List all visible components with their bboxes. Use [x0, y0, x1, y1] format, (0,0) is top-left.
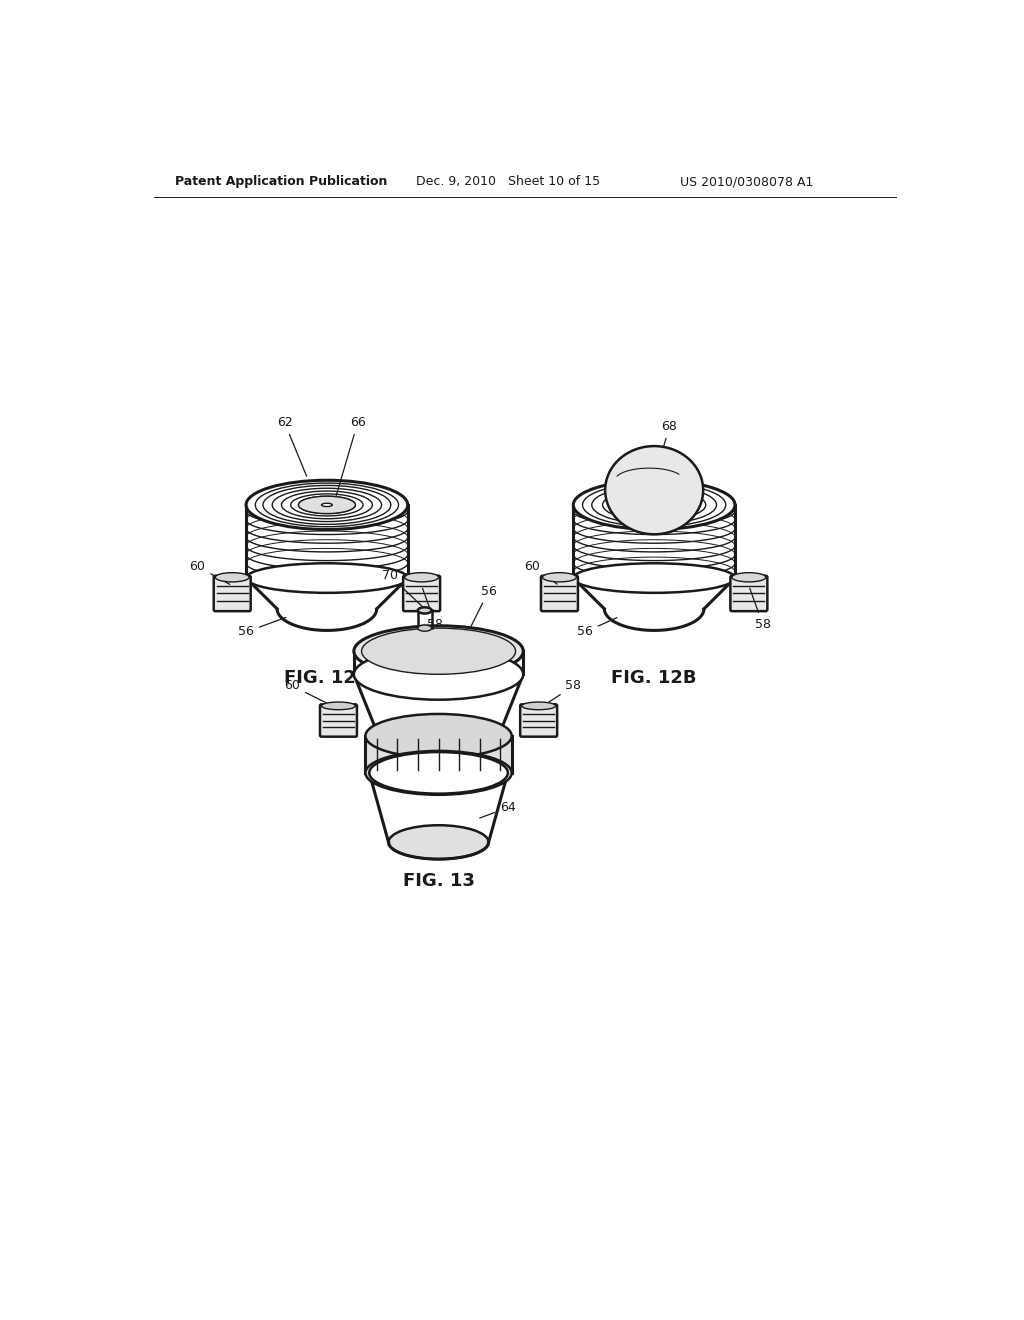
Text: 56: 56 [577, 618, 617, 639]
Ellipse shape [379, 718, 499, 754]
Text: 58: 58 [423, 589, 443, 631]
Ellipse shape [322, 503, 333, 507]
FancyBboxPatch shape [541, 576, 578, 611]
Ellipse shape [388, 825, 488, 859]
Text: 60: 60 [524, 560, 557, 585]
Text: 56: 56 [471, 585, 497, 627]
Ellipse shape [404, 573, 438, 582]
Text: FIG. 12A: FIG. 12A [284, 669, 370, 688]
Text: 58: 58 [541, 680, 582, 708]
Ellipse shape [366, 714, 512, 758]
Ellipse shape [322, 702, 355, 710]
Ellipse shape [418, 607, 432, 614]
Ellipse shape [573, 480, 735, 529]
Ellipse shape [732, 573, 766, 582]
FancyBboxPatch shape [520, 705, 557, 737]
Ellipse shape [246, 564, 408, 593]
FancyBboxPatch shape [214, 576, 251, 611]
Ellipse shape [543, 573, 577, 582]
Ellipse shape [354, 626, 523, 677]
Text: 60: 60 [285, 680, 336, 708]
Text: FIG. 12B: FIG. 12B [611, 669, 697, 688]
Ellipse shape [418, 624, 432, 631]
Text: US 2010/0308078 A1: US 2010/0308078 A1 [680, 176, 813, 187]
Text: 58: 58 [750, 589, 771, 631]
Ellipse shape [573, 564, 735, 593]
Text: 60: 60 [189, 560, 229, 585]
Ellipse shape [246, 480, 408, 529]
Ellipse shape [370, 752, 508, 793]
FancyBboxPatch shape [403, 576, 440, 611]
Text: Patent Application Publication: Patent Application Publication [174, 176, 387, 187]
Text: 70: 70 [382, 569, 423, 607]
Text: 62: 62 [276, 416, 306, 477]
Ellipse shape [354, 649, 523, 700]
Text: 64: 64 [479, 801, 516, 818]
Text: Dec. 9, 2010   Sheet 10 of 15: Dec. 9, 2010 Sheet 10 of 15 [416, 176, 600, 187]
Ellipse shape [366, 751, 512, 795]
Ellipse shape [215, 573, 249, 582]
FancyBboxPatch shape [366, 737, 512, 774]
FancyBboxPatch shape [319, 705, 357, 737]
Ellipse shape [361, 628, 515, 675]
Text: 66: 66 [336, 416, 366, 499]
FancyBboxPatch shape [730, 576, 767, 611]
Ellipse shape [298, 496, 355, 513]
Text: 56: 56 [239, 618, 286, 639]
Ellipse shape [521, 702, 556, 710]
Text: FIG. 13: FIG. 13 [402, 871, 474, 890]
Ellipse shape [605, 446, 703, 535]
Text: 68: 68 [655, 420, 678, 477]
